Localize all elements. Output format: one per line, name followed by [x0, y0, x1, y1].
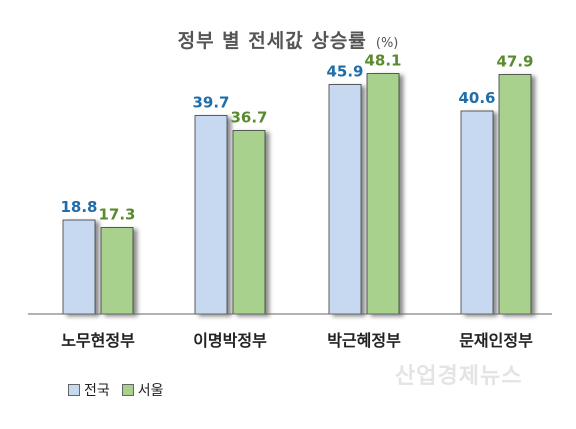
data-label-series1-0: 18.8 [60, 198, 97, 216]
x-tick-label-1: 이명박정부 [193, 331, 267, 350]
x-tick-label-3: 문재인정부 [459, 331, 533, 350]
bar-series1-1 [194, 115, 228, 315]
data-label-series1-2: 45.9 [326, 63, 363, 81]
chart-title-unit: (%) [375, 36, 399, 51]
bar-series1-3 [460, 110, 494, 315]
data-label-series1-3: 40.6 [458, 89, 495, 107]
bar-series2-0 [100, 227, 134, 315]
legend-item-series2: 서울 [121, 380, 164, 400]
chart-title-text: 정부 별 전세값 상승률 [177, 30, 367, 52]
legend-swatch-series2 [121, 384, 134, 396]
x-tick-label-2: 박근혜정부 [327, 331, 401, 350]
legend-label-series1: 전국 [84, 383, 110, 399]
bar-series1-0 [62, 219, 96, 315]
legend-item-series1: 전국 [68, 380, 110, 400]
data-label-series2-3: 47.9 [496, 53, 533, 71]
bar-series2-3 [498, 74, 532, 315]
legend: 전국 서울 [68, 380, 176, 400]
data-label-series1-1: 39.7 [192, 94, 229, 112]
data-label-series2-2: 48.1 [364, 52, 401, 70]
data-label-series2-1: 36.7 [230, 109, 267, 127]
bar-series1-2 [328, 84, 362, 315]
x-tick-label-0: 노무현정부 [61, 331, 135, 350]
legend-swatch-series1 [68, 384, 80, 396]
chart-title: 정부 별 전세값 상승률 (%) [0, 26, 576, 53]
watermark: 산업경제뉴스 [395, 364, 523, 389]
legend-label-series2: 서울 [137, 383, 164, 399]
data-label-series2-0: 17.3 [98, 206, 135, 224]
bar-series2-1 [232, 130, 266, 315]
bar-series2-2 [366, 73, 400, 315]
